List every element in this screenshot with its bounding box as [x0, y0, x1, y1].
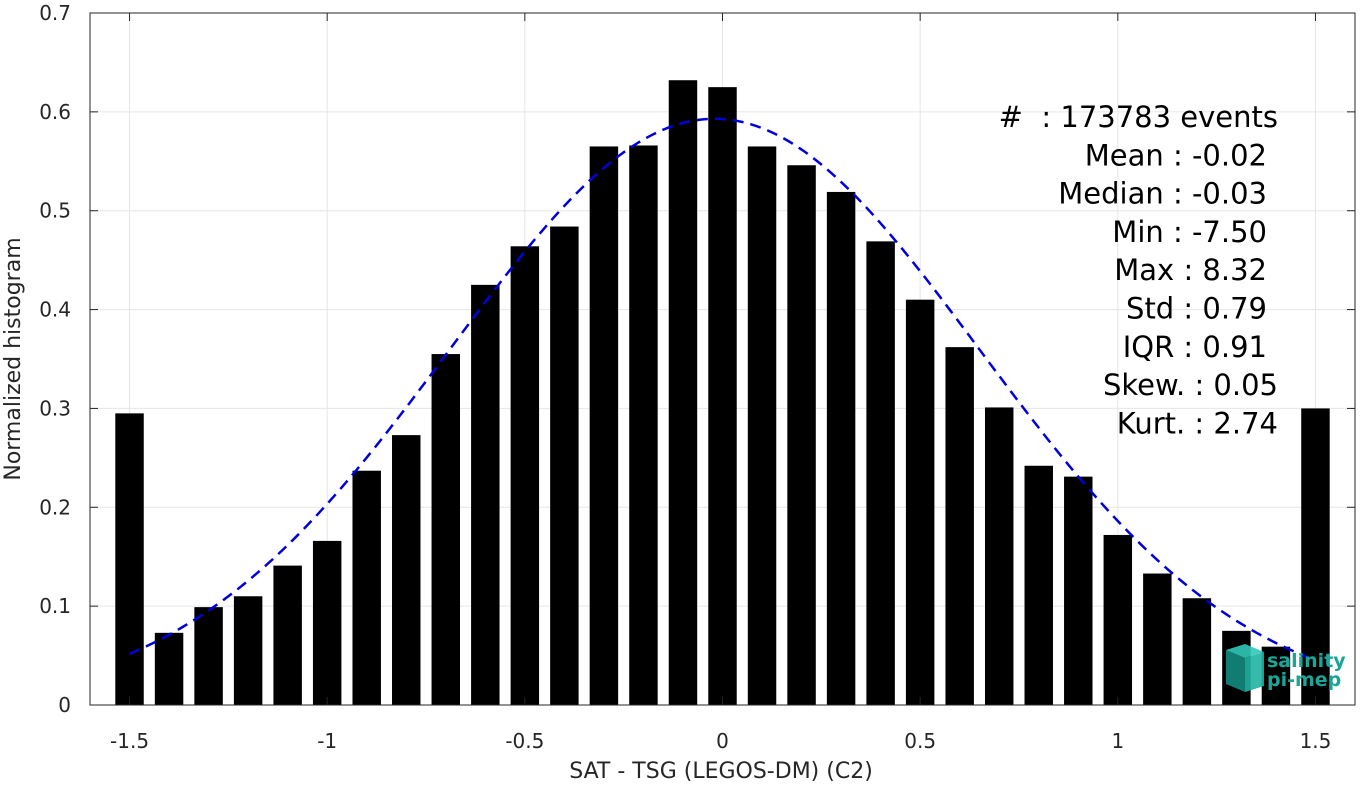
- x-tick-label: -1: [317, 729, 337, 753]
- logo-line1: salinity: [1267, 650, 1346, 672]
- histogram-bar: [273, 565, 302, 705]
- salinity-pi-mep-logo: salinity pi-mep: [1226, 644, 1346, 692]
- histogram-bar: [431, 354, 461, 705]
- stat-line: Skew. : 0.05: [1103, 368, 1278, 402]
- histogram-bar: [115, 413, 144, 705]
- histogram-bar: [312, 540, 342, 705]
- histogram-bar: [352, 470, 381, 705]
- stats-annotation: # : 173783 events Mean : -0.02 Median : -0…: [999, 100, 1278, 440]
- y-tick-label: 0.1: [39, 594, 71, 618]
- stat-line: IQR : 0.91: [1123, 330, 1267, 364]
- y-tick-label: 0: [58, 693, 71, 717]
- histogram-bar: [945, 347, 974, 705]
- stat-line: # : 173783 events: [999, 100, 1278, 134]
- histogram-bar: [1143, 573, 1172, 705]
- histogram-bar: [550, 226, 579, 705]
- logo-cube-icon: [1226, 644, 1264, 692]
- y-tick-label: 0.6: [39, 100, 71, 124]
- histogram-bars: [115, 80, 1330, 706]
- histogram-bar: [747, 146, 777, 705]
- y-tick-label: 0.4: [39, 298, 71, 322]
- stat-line: Max : 8.32: [1114, 253, 1267, 287]
- stat-line: Std : 0.79: [1126, 292, 1267, 326]
- histogram-bar: [826, 191, 856, 706]
- histogram-bar: [471, 284, 500, 705]
- axis-ticks: [90, 12, 1355, 706]
- y-axis-label: Normalized histogram: [1, 237, 26, 480]
- histogram-bar: [787, 165, 816, 706]
- histogram-bar: [629, 145, 658, 705]
- stat-line: Median : -0.03: [1058, 177, 1267, 211]
- histogram-bar: [510, 246, 540, 705]
- y-tick-label: 0.7: [39, 1, 71, 25]
- histogram-bar: [708, 87, 737, 705]
- x-tick-label: -0.5: [505, 729, 544, 753]
- histogram-bar: [984, 407, 1014, 705]
- histogram-bar: [392, 435, 421, 705]
- histogram-bar: [1024, 465, 1053, 705]
- stat-line: Min : -7.50: [1112, 215, 1267, 249]
- histogram-bar: [194, 607, 223, 705]
- y-tick-label: 0.2: [39, 495, 71, 519]
- histogram-bar: [668, 80, 698, 706]
- x-tick-label: 1.5: [1300, 729, 1332, 753]
- y-tick-label: 0.3: [39, 396, 71, 420]
- normal-fit-curve: [129, 117, 1316, 662]
- stat-line: Mean : -0.02: [1085, 138, 1267, 172]
- histogram-bar: [154, 632, 184, 705]
- histogram-bar: [589, 146, 619, 705]
- histogram-bar: [1261, 646, 1291, 705]
- logo-line2: pi-mep: [1267, 669, 1341, 691]
- x-tick-labels: -1.5 -1 -0.5 0 0.5 1 1.5: [110, 729, 1331, 753]
- stat-line: Kurt. : 2.74: [1117, 406, 1278, 440]
- histogram-bar: [233, 596, 263, 705]
- histogram-bar: [866, 241, 895, 706]
- x-tick-label: 0: [716, 729, 729, 753]
- histogram-bar: [905, 299, 935, 705]
- histogram-bar: [1064, 476, 1093, 705]
- x-tick-label: 1: [1111, 729, 1124, 753]
- histogram-bar: [1182, 598, 1212, 705]
- x-axis-label: SAT - TSG (LEGOS-DM) (C2): [569, 759, 873, 784]
- y-tick-label: 0.5: [39, 199, 71, 223]
- histogram-bar: [1103, 534, 1133, 705]
- x-tick-label: 0.5: [904, 729, 936, 753]
- x-tick-label: -1.5: [110, 729, 149, 753]
- y-tick-labels: 0 0.1 0.2 0.3 0.4 0.5 0.6 0.7: [39, 1, 71, 717]
